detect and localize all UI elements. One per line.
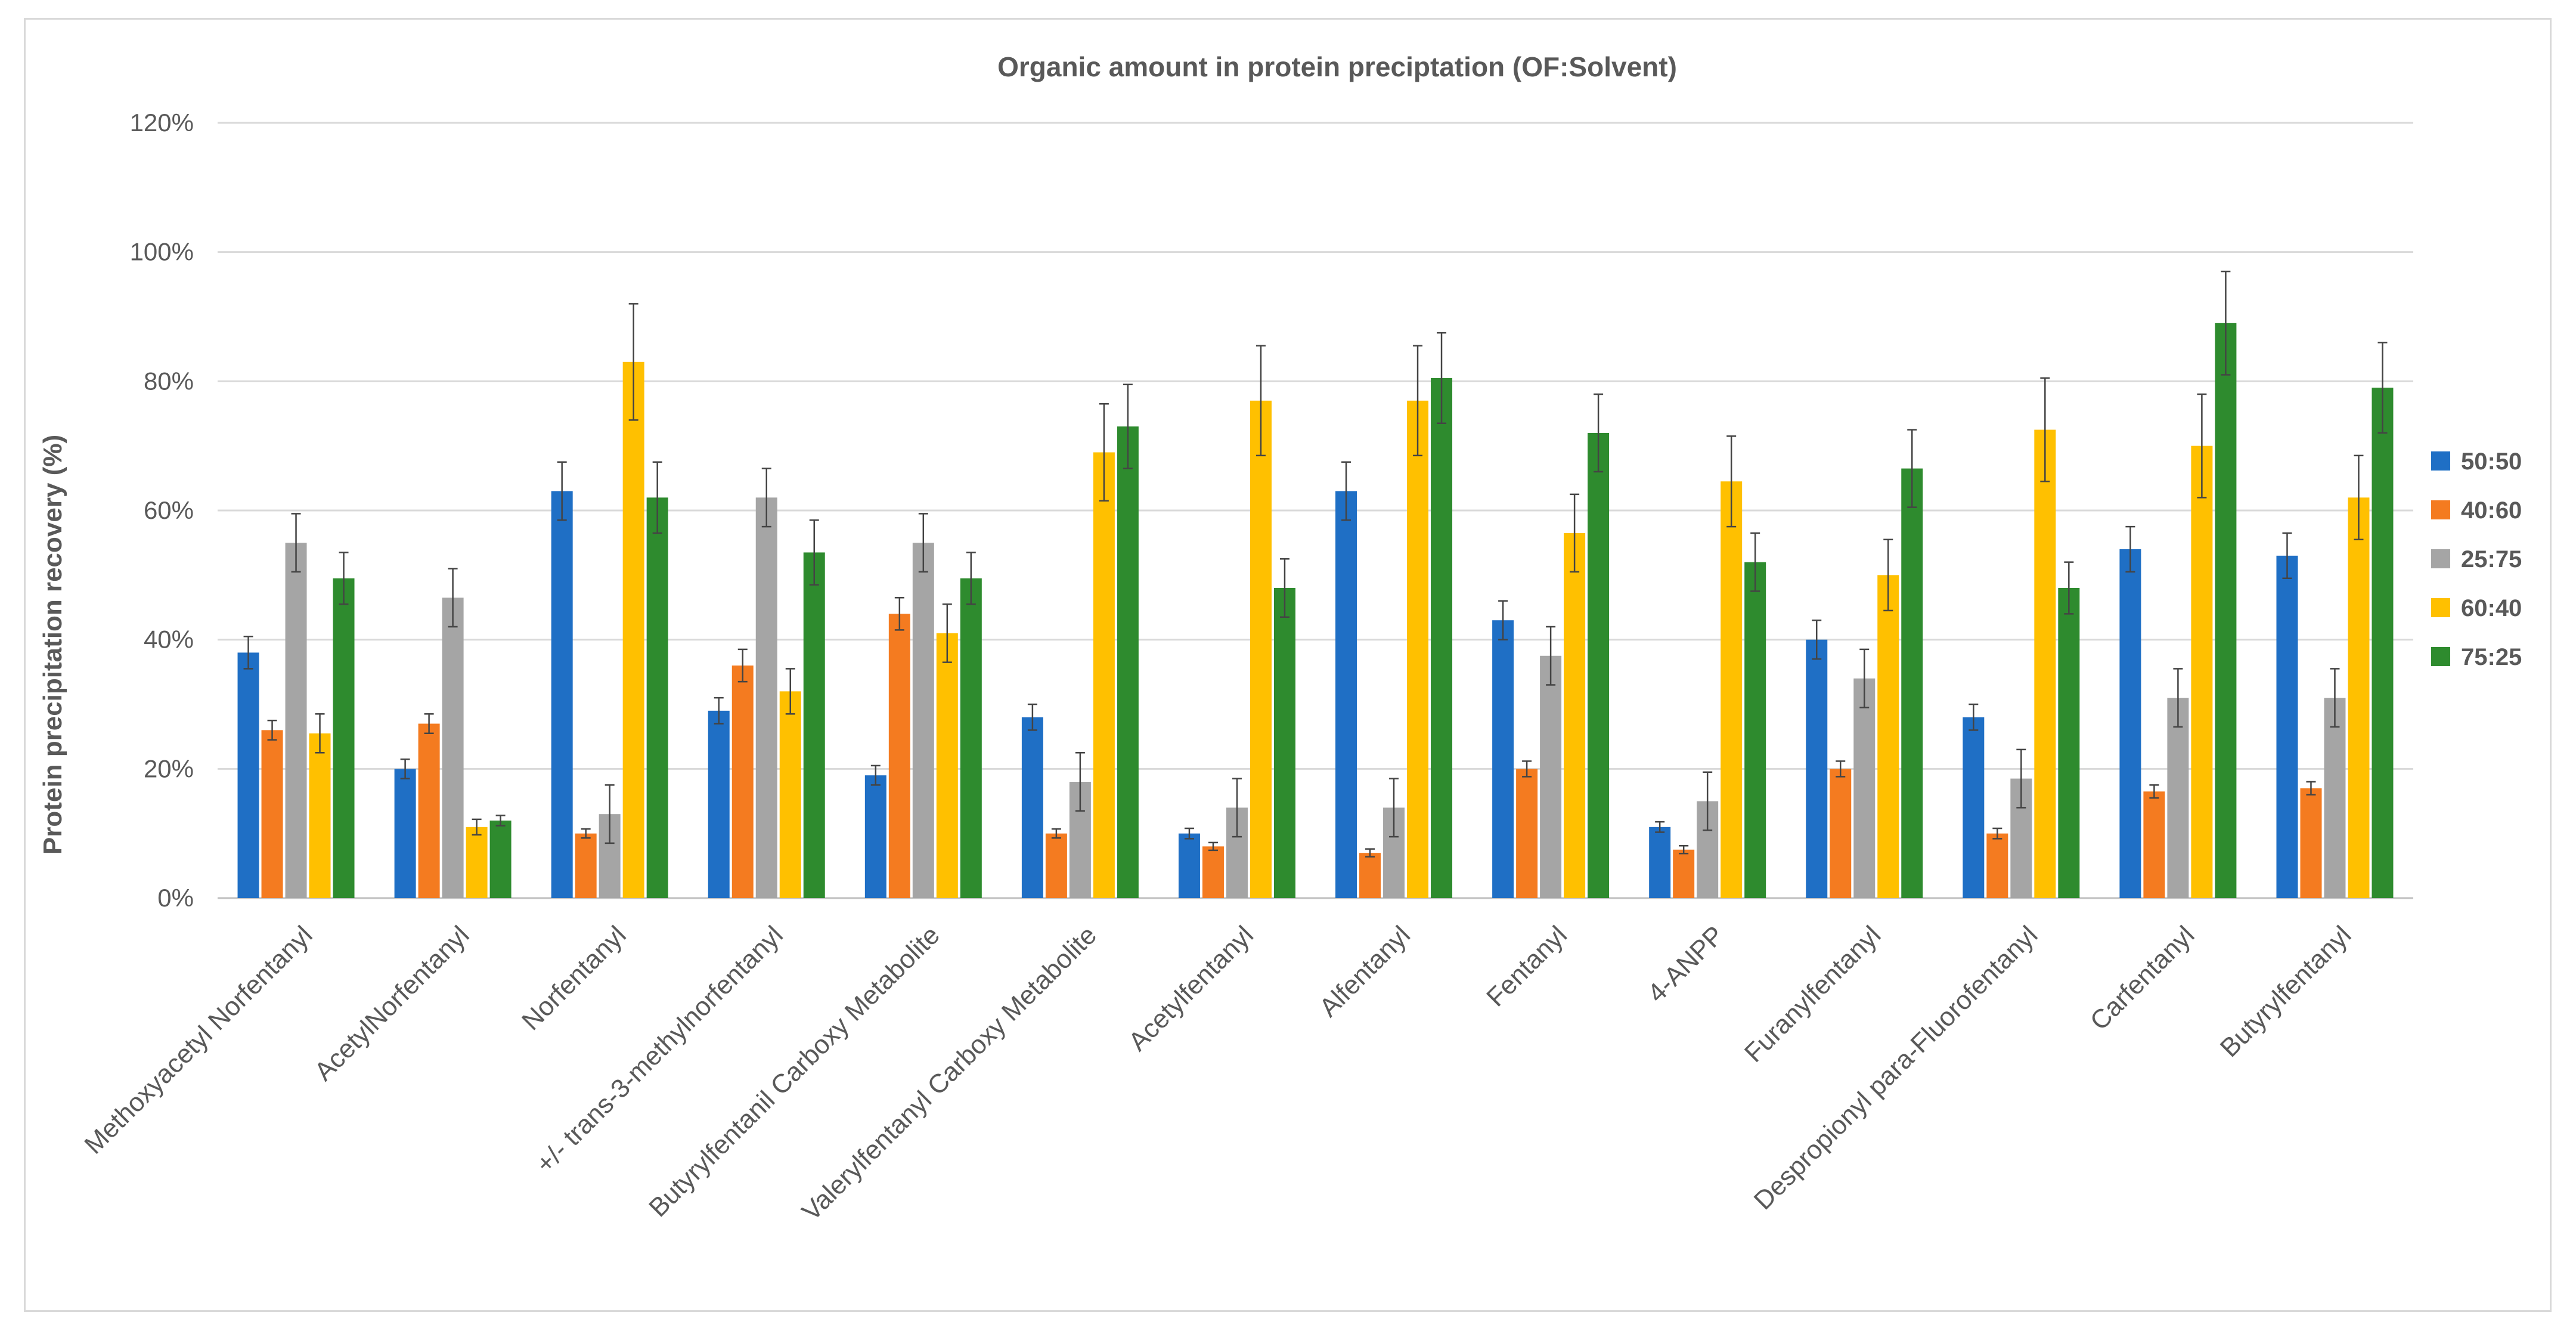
legend-swatch bbox=[2431, 598, 2450, 617]
bar-60-40 bbox=[309, 733, 331, 898]
bar-75-25 bbox=[960, 578, 982, 898]
bar-60-40 bbox=[622, 361, 644, 898]
bar-75-25 bbox=[803, 552, 825, 898]
bar-25-75 bbox=[2324, 698, 2346, 898]
bar-40-60 bbox=[2300, 788, 2322, 898]
x-category-label: Alfentanyl bbox=[1314, 920, 1416, 1022]
bar-75-25 bbox=[1744, 562, 1766, 898]
bar-60-40 bbox=[1564, 533, 1586, 898]
bar-60-40 bbox=[1093, 452, 1115, 898]
bar-40-60 bbox=[418, 723, 440, 898]
bar-25-75 bbox=[1540, 655, 1562, 898]
bar-50-50 bbox=[394, 769, 416, 898]
bar-40-60 bbox=[1516, 769, 1538, 898]
y-tick-label: 40% bbox=[144, 626, 194, 654]
legend-swatch bbox=[2431, 451, 2450, 471]
bar-75-25 bbox=[1431, 377, 1453, 898]
bar-40-60 bbox=[1045, 833, 1067, 898]
bar-50-50 bbox=[1178, 833, 1200, 898]
legend-label: 60:40 bbox=[2461, 595, 2522, 621]
bar-40-60 bbox=[1830, 769, 1852, 898]
x-category-label: Carfentanyl bbox=[2085, 920, 2200, 1036]
legend-swatch bbox=[2431, 647, 2450, 666]
bar-40-60 bbox=[2143, 791, 2165, 898]
bar-50-50 bbox=[1492, 620, 1514, 898]
bar-60-40 bbox=[2348, 497, 2370, 898]
x-category-label: Butyrylfentanyl bbox=[2215, 920, 2357, 1063]
bar-50-50 bbox=[1021, 717, 1043, 898]
bar-40-60 bbox=[1986, 833, 2008, 898]
bar-50-50 bbox=[1963, 717, 1985, 898]
bar-50-50 bbox=[2119, 549, 2141, 898]
bar-50-50 bbox=[864, 775, 886, 898]
bar-50-50 bbox=[1335, 491, 1357, 898]
y-tick-label: 60% bbox=[144, 496, 194, 524]
chart-title: Organic amount in protein preciptation (… bbox=[997, 51, 1677, 82]
x-category-label: Furanylfentanyl bbox=[1739, 920, 1886, 1067]
bar-75-25 bbox=[2372, 388, 2394, 898]
y-tick-label: 0% bbox=[157, 884, 194, 912]
bar-60-40 bbox=[1250, 400, 1272, 898]
chart-frame: Organic amount in protein preciptation (… bbox=[24, 18, 2552, 1312]
bar-50-50 bbox=[1649, 827, 1671, 898]
bar-75-25 bbox=[489, 821, 512, 898]
bar-60-40 bbox=[779, 691, 801, 898]
x-category-label: Valerylfentanyl Carboxy Metabolite bbox=[796, 920, 1102, 1226]
x-category-label: Butyrylfentanil Carboxy Metabolite bbox=[643, 920, 946, 1223]
bar-75-25 bbox=[1273, 588, 1295, 898]
y-tick-label: 20% bbox=[144, 754, 194, 782]
bar-60-40 bbox=[2034, 429, 2056, 898]
bar-25-75 bbox=[442, 598, 464, 898]
bar-25-75 bbox=[1853, 678, 1876, 898]
bar-50-50 bbox=[237, 652, 259, 898]
bar-25-75 bbox=[912, 543, 934, 898]
legend-swatch bbox=[2431, 549, 2450, 568]
x-category-label: +/- trans-3-methylnorfentanyl bbox=[531, 920, 789, 1178]
bar-50-50 bbox=[1806, 639, 1828, 898]
legend-label: 50:50 bbox=[2461, 448, 2522, 475]
x-category-label: AcetylNorfentanyl bbox=[309, 920, 475, 1086]
bar-25-75 bbox=[2167, 698, 2189, 898]
legend-label: 75:25 bbox=[2461, 644, 2522, 670]
x-category-label: Norfentanyl bbox=[516, 920, 632, 1036]
bar-60-40 bbox=[466, 827, 488, 898]
legend-swatch bbox=[2431, 500, 2450, 519]
y-tick-label: 80% bbox=[144, 367, 194, 395]
bar-60-40 bbox=[2191, 445, 2213, 898]
bar-40-60 bbox=[1673, 849, 1695, 898]
x-category-label: Acetylfentanyl bbox=[1123, 920, 1259, 1056]
y-tick-label: 120% bbox=[130, 109, 194, 137]
bar-75-25 bbox=[1117, 426, 1139, 898]
bar-40-60 bbox=[888, 614, 910, 898]
bar-60-40 bbox=[1721, 481, 1743, 898]
bar-50-50 bbox=[2276, 555, 2298, 898]
x-category-label: Despropionyl para-Fluorofentanyl bbox=[1749, 920, 2044, 1215]
y-tick-label: 100% bbox=[130, 238, 194, 266]
legend-label: 25:75 bbox=[2461, 546, 2522, 572]
bar-40-60 bbox=[575, 833, 597, 898]
bar-50-50 bbox=[708, 710, 730, 898]
bar-40-60 bbox=[1202, 846, 1224, 898]
bar-40-60 bbox=[1359, 853, 1381, 898]
bar-60-40 bbox=[936, 633, 958, 898]
legend-label: 40:60 bbox=[2461, 497, 2522, 524]
bar-25-75 bbox=[285, 543, 307, 898]
bar-50-50 bbox=[551, 491, 573, 898]
x-category-label: 4-ANPP bbox=[1642, 920, 1729, 1008]
x-category-label: Methoxyacetyl Norfentanyl bbox=[79, 920, 318, 1159]
y-axis-label: Protein precipitation recovery (%) bbox=[38, 435, 67, 855]
bar-75-25 bbox=[1901, 468, 1923, 898]
bar-40-60 bbox=[261, 730, 283, 898]
bar-40-60 bbox=[731, 666, 754, 898]
x-category-label: Fentanyl bbox=[1481, 920, 1573, 1012]
bar-60-40 bbox=[1407, 400, 1429, 898]
bar-75-25 bbox=[646, 497, 668, 898]
chart-svg: Organic amount in protein preciptation (… bbox=[38, 51, 2522, 1227]
bar-75-25 bbox=[2058, 588, 2080, 898]
bar-75-25 bbox=[2215, 323, 2237, 898]
bar-75-25 bbox=[333, 578, 355, 898]
bar-25-75 bbox=[755, 497, 777, 898]
bar-60-40 bbox=[1877, 575, 1899, 898]
bar-75-25 bbox=[1588, 433, 1610, 898]
